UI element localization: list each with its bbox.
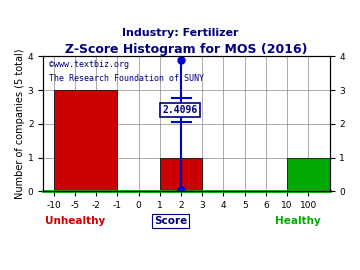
Text: Score: Score [154, 216, 187, 226]
Text: Industry: Fertilizer: Industry: Fertilizer [122, 28, 238, 38]
Text: The Research Foundation of SUNY: The Research Foundation of SUNY [49, 74, 204, 83]
Text: ©www.textbiz.org: ©www.textbiz.org [49, 60, 129, 69]
Text: 2.4096: 2.4096 [162, 105, 198, 115]
Bar [287, 158, 329, 191]
Y-axis label: Number of companies (5 total): Number of companies (5 total) [15, 49, 25, 199]
Bar [54, 90, 117, 191]
Text: Healthy: Healthy [275, 216, 321, 226]
Title: Z-Score Histogram for MOS (2016): Z-Score Histogram for MOS (2016) [65, 43, 308, 56]
Bar [160, 158, 202, 191]
Text: Unhealthy: Unhealthy [45, 216, 105, 226]
